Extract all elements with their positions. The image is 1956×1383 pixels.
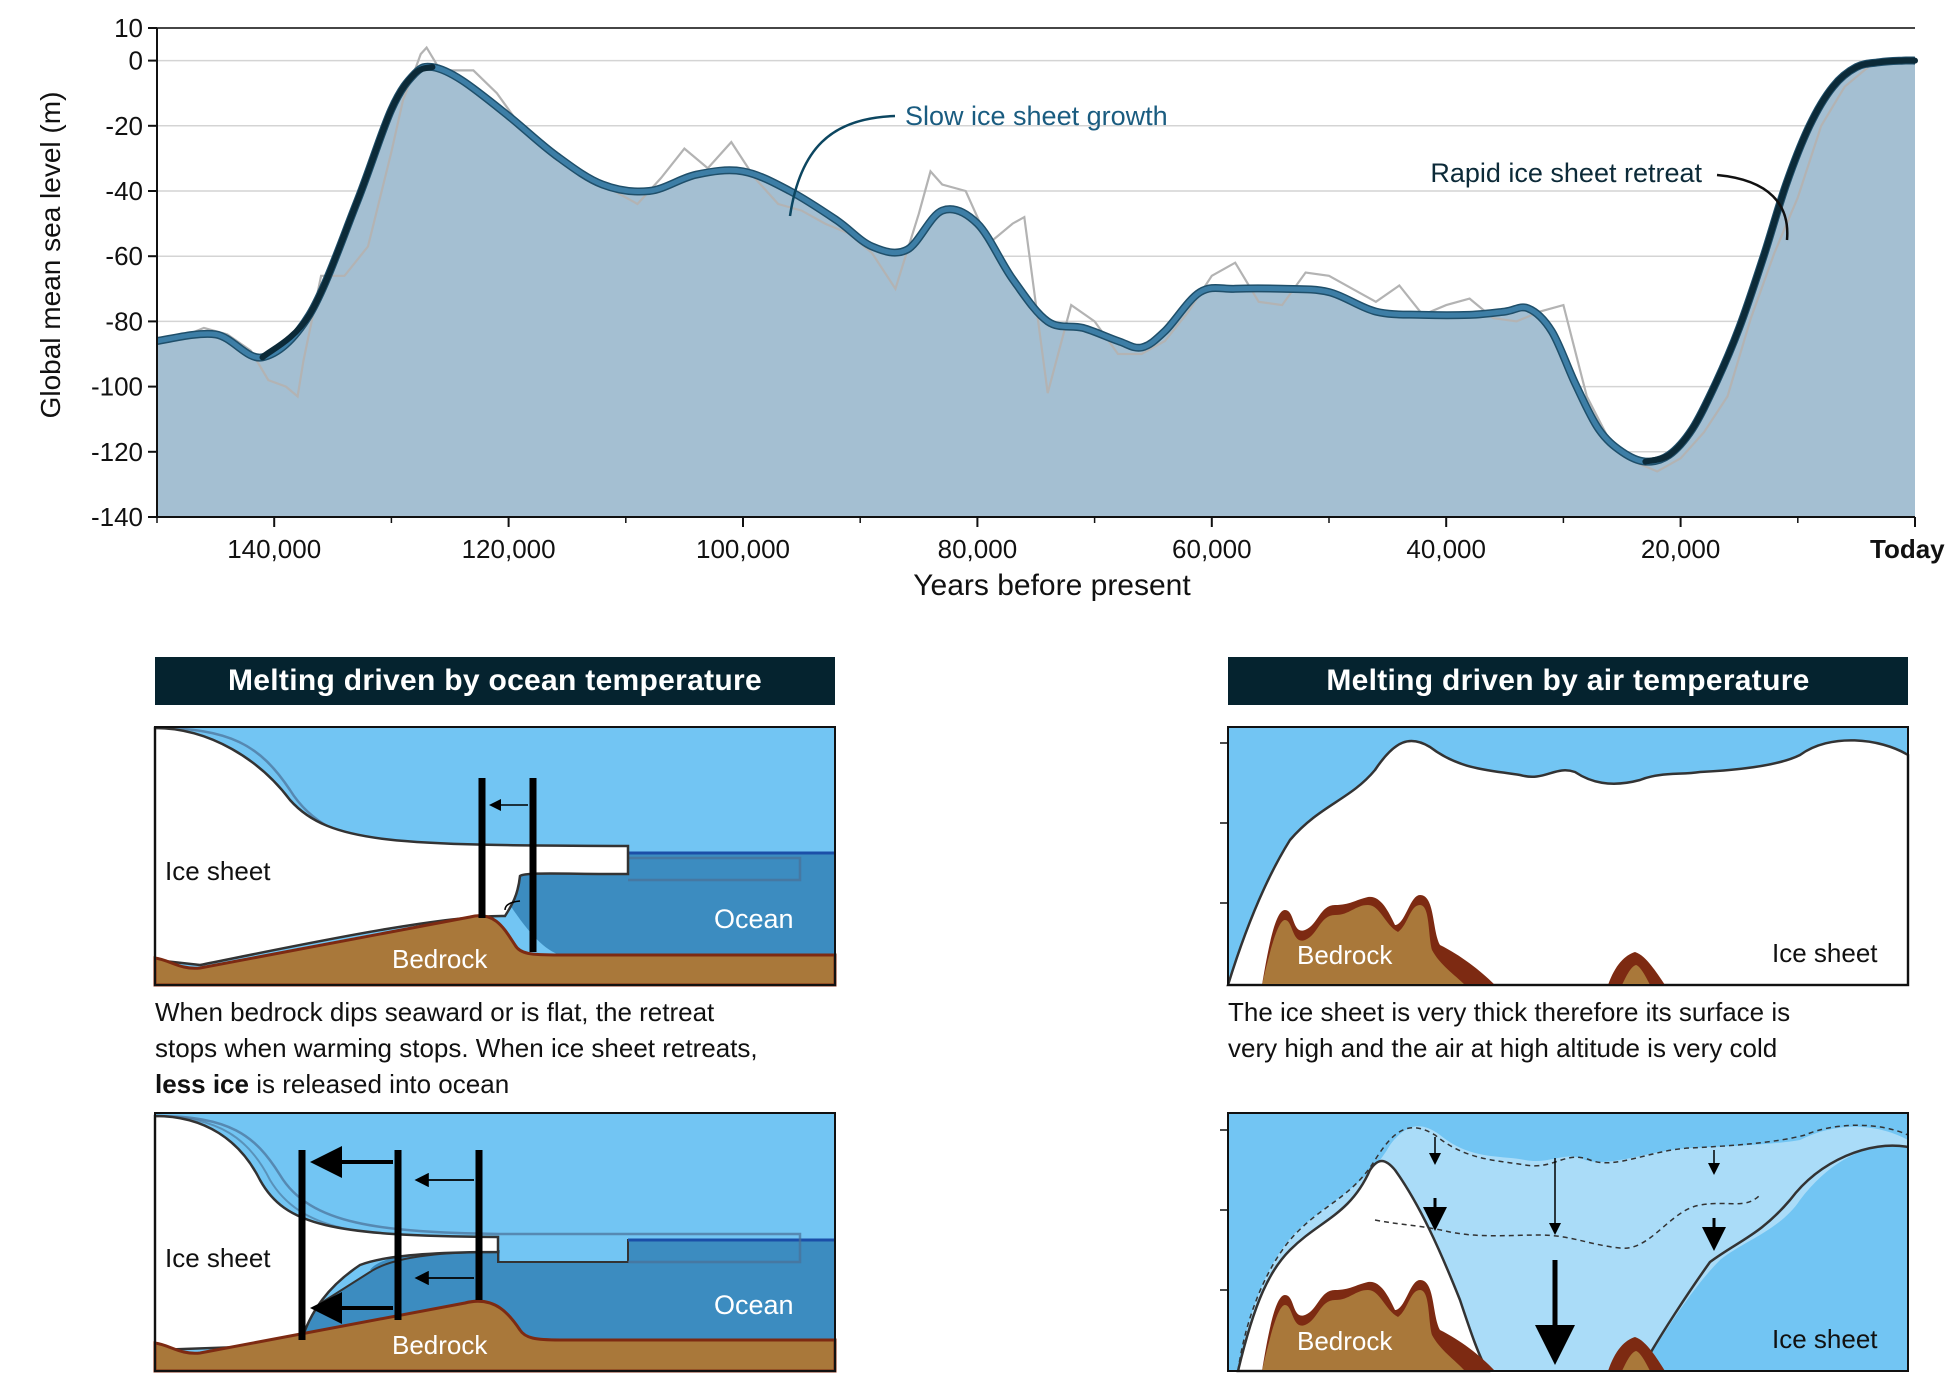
ocean-2-bedrock-label: Bedrock xyxy=(392,1330,488,1360)
x-axis-label: Years before present xyxy=(913,569,1191,602)
rapid-retreat-callout-line xyxy=(1716,173,1789,241)
y-tick-label: 0 xyxy=(129,46,143,76)
ocean-2-ocean-label: Ocean xyxy=(714,1290,794,1320)
y-tick-label: -80 xyxy=(105,306,143,336)
ocean-caption-bold: less ice xyxy=(155,1069,249,1099)
ocean-caption-line-3: less ice is released into ocean xyxy=(155,1066,855,1102)
ocean-panel-title: Melting driven by ocean temperature xyxy=(155,657,835,705)
y-tick-label: -60 xyxy=(105,241,143,271)
y-tick-label: -20 xyxy=(105,111,143,141)
air-panel-title: Melting driven by air temperature xyxy=(1228,657,1908,705)
ocean-diagram-2: Ice sheet Ocean Bedrock xyxy=(153,1112,837,1373)
chart-tick-labels: 100 -20 -40 -60 -80 -100 -120 -140 140,000 120,00… xyxy=(91,13,1945,564)
x-tick-label: 40,000 xyxy=(1406,534,1486,564)
rapid-retreat-annotation: Rapid ice sheet retreat xyxy=(1430,158,1702,188)
sea-level-chart: 100 -20 -40 -60 -80 -100 -120 -140 140,000 120,00… xyxy=(35,13,1945,602)
sea-level-area xyxy=(157,60,1915,517)
ocean-1-ice-sheet-label: Ice sheet xyxy=(165,856,271,886)
x-tick-label: 100,000 xyxy=(696,534,790,564)
x-tick-label: 80,000 xyxy=(938,534,1018,564)
ocean-1-bedrock-label: Bedrock xyxy=(392,944,488,974)
x-tick-label: 20,000 xyxy=(1641,534,1721,564)
ocean-1-ocean-label: Ocean xyxy=(714,904,794,934)
air-diagram-1: Ice sheet Bedrock xyxy=(1220,726,1910,987)
air-2-bedrock-label: Bedrock xyxy=(1297,1326,1393,1356)
rapid-change-segment-1 xyxy=(259,64,436,361)
chart-axes xyxy=(148,27,1916,527)
ocean-caption-line-2: stops when warming stops. When ice sheet… xyxy=(155,1033,758,1063)
air-1-bedrock-label: Bedrock xyxy=(1297,940,1393,970)
y-axis-label: Global mean sea level (m) xyxy=(35,92,66,419)
slow-growth-annotation: Slow ice sheet growth xyxy=(905,101,1168,131)
air-2-ice-sheet-label: Ice sheet xyxy=(1772,1324,1878,1354)
y-tick-label: -140 xyxy=(91,502,143,532)
x-tick-label: 120,000 xyxy=(462,534,556,564)
ocean-diagram-1: Ice sheet Ocean Bedrock xyxy=(153,726,837,987)
ocean-caption-rest: is released into ocean xyxy=(248,1069,510,1099)
x-tick-label: Today xyxy=(1870,534,1945,564)
air-caption-line-1: The ice sheet is very thick therefore it… xyxy=(1228,997,1791,1027)
ocean-caption-line-1: When bedrock dips seaward or is flat, th… xyxy=(155,997,715,1027)
x-tick-label: 140,000 xyxy=(227,534,321,564)
y-tick-label: -120 xyxy=(91,437,143,467)
air-caption-line-2: very high and the air at high altitude i… xyxy=(1228,1033,1778,1063)
y-tick-label: 10 xyxy=(114,13,143,43)
ocean-caption: When bedrock dips seaward or is flat, th… xyxy=(155,994,855,1102)
air-1-ice-sheet-label: Ice sheet xyxy=(1772,938,1878,968)
air-caption: The ice sheet is very thick therefore it… xyxy=(1228,994,1928,1066)
air-diagram-2: Ice sheet Bedrock xyxy=(1220,1112,1909,1373)
slow-growth-callout-line xyxy=(788,114,896,217)
y-tick-label: -40 xyxy=(105,176,143,206)
y-tick-label: -100 xyxy=(91,372,143,402)
rapid-change-segment-2 xyxy=(1642,57,1918,465)
x-tick-label: 60,000 xyxy=(1172,534,1252,564)
ocean-2-ice-sheet-label: Ice sheet xyxy=(165,1243,271,1273)
